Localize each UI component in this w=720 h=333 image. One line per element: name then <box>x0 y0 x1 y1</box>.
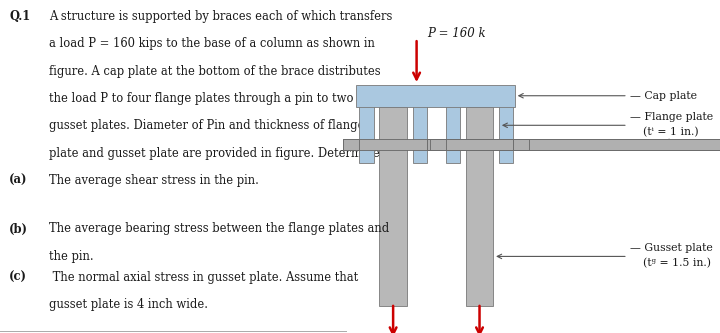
Text: (tᵍ = 1.5 in.): (tᵍ = 1.5 in.) <box>643 258 711 268</box>
Text: — Flange plate: — Flange plate <box>630 112 713 122</box>
Text: A structure is supported by braces each of which transfers: A structure is supported by braces each … <box>49 10 392 23</box>
Text: Q.1: Q.1 <box>9 10 31 23</box>
Bar <box>430 139 446 150</box>
Text: P = 160 k: P = 160 k <box>428 27 486 40</box>
Text: a load P = 160 kips to the base of a column as shown in: a load P = 160 kips to the base of a col… <box>49 37 375 50</box>
Bar <box>379 107 407 306</box>
Bar <box>359 105 374 163</box>
Bar <box>513 139 720 150</box>
Text: gusset plates. Diameter of Pin and thickness of flange: gusset plates. Diameter of Pin and thick… <box>49 119 364 132</box>
Text: (tⁱ = 1 in.): (tⁱ = 1 in.) <box>643 127 698 137</box>
Text: plate and gusset plate are provided in figure. Determine: plate and gusset plate are provided in f… <box>49 147 379 160</box>
Text: — Cap plate: — Cap plate <box>630 91 697 101</box>
Text: — Pin (dₚ = 2 in.): — Pin (dₚ = 2 in.) <box>630 140 720 150</box>
Text: The average shear stress in the pin.: The average shear stress in the pin. <box>49 174 258 187</box>
Bar <box>499 105 513 163</box>
Text: (a): (a) <box>9 174 28 187</box>
Text: figure. A cap plate at the bottom of the brace distributes: figure. A cap plate at the bottom of the… <box>49 65 381 78</box>
Text: The normal axial stress in gusset plate. Assume that: The normal axial stress in gusset plate.… <box>49 271 359 284</box>
Bar <box>343 139 720 150</box>
Text: The average bearing stress between the flange plates and: The average bearing stress between the f… <box>49 222 390 235</box>
Text: the pin.: the pin. <box>49 250 94 263</box>
Text: (b): (b) <box>9 222 28 235</box>
Bar <box>427 139 443 150</box>
Bar <box>413 105 427 163</box>
Bar <box>446 105 460 163</box>
Bar <box>466 107 493 306</box>
Text: gusset plate is 4 inch wide.: gusset plate is 4 inch wide. <box>49 298 208 311</box>
Bar <box>343 139 359 150</box>
Text: — Gusset plate: — Gusset plate <box>630 243 713 253</box>
Bar <box>430 139 720 150</box>
Text: (c): (c) <box>9 271 27 284</box>
Text: the load P to four flange plates through a pin to two: the load P to four flange plates through… <box>49 92 354 105</box>
Bar <box>356 85 515 107</box>
Bar <box>513 139 529 150</box>
Bar <box>427 139 720 150</box>
